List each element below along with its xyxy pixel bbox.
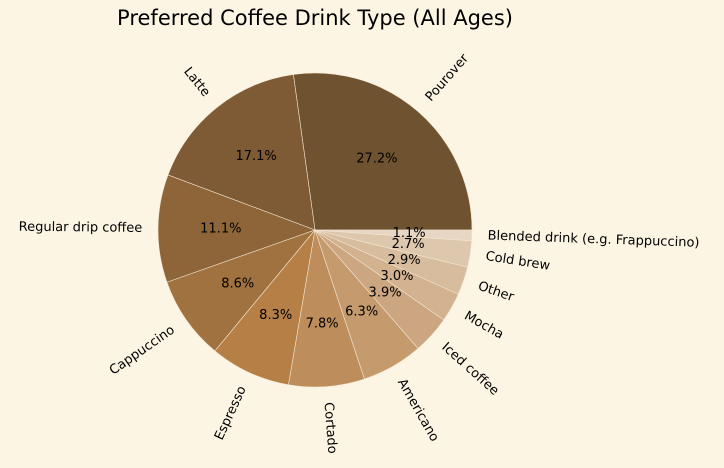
slice-category-label: Cortado — [321, 402, 340, 455]
slice-category-label: Espresso — [212, 384, 250, 443]
slice-category-label: Cappuccino — [107, 323, 178, 379]
slice-percent-label: 27.2% — [356, 151, 397, 166]
pie-slice — [157, 174, 316, 283]
slice-percent-label: 1.1% — [393, 226, 426, 241]
slice-category-label: Blended drink (e.g. Frappuccino) — [487, 228, 699, 250]
slice-percent-label: 17.1% — [235, 149, 276, 164]
slice-percent-label: 3.0% — [380, 269, 413, 284]
slice-percent-label: 6.3% — [345, 304, 378, 319]
chart-title: Preferred Coffee Drink Type (All Ages) — [117, 6, 513, 30]
slice-category-label: Mocha — [462, 309, 506, 343]
slice-category-label: Americano — [394, 376, 442, 444]
pie-slice — [166, 229, 316, 352]
slice-percent-label: 7.8% — [306, 316, 339, 331]
pie-slice — [293, 72, 473, 231]
slice-category-label: Iced coffee — [438, 340, 501, 399]
slice-percent-label: 8.6% — [221, 276, 254, 291]
slice-category-label: Other — [476, 279, 516, 305]
slice-category-label: Regular drip coffee — [19, 220, 143, 236]
slice-percent-label: 2.7% — [392, 237, 425, 252]
slice-percent-label: 8.3% — [259, 308, 292, 323]
slice-category-label: Pourover — [423, 51, 473, 105]
slice-percent-label: 2.9% — [388, 253, 421, 268]
slice-category-label: Latte — [180, 64, 213, 99]
slice-percent-label: 3.9% — [369, 285, 402, 300]
pie-slice — [314, 229, 473, 242]
pie-slice — [167, 74, 316, 231]
slice-category-label: Cold brew — [485, 249, 552, 274]
slice-percent-label: 11.1% — [200, 222, 241, 237]
